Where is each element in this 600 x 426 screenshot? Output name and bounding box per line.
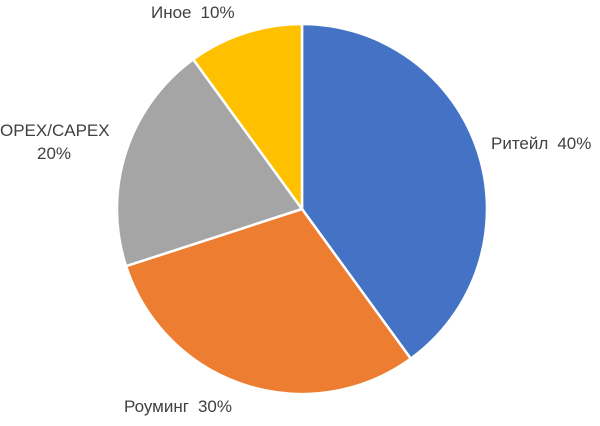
slice-pct: 40% — [557, 134, 592, 153]
slice-pct: 20% — [36, 144, 72, 163]
slice-name: OPEX/CAPEX — [0, 121, 110, 140]
pie-label-riteil: Ритейл 40% — [491, 133, 591, 154]
pie-slice-2 — [115, 58, 304, 268]
pie-slice-1 — [124, 207, 412, 396]
slice-pct: 30% — [197, 397, 232, 416]
slice-name: Ритейл — [491, 134, 549, 153]
slice-pct: 10% — [200, 3, 235, 22]
pie-label-inoe: Иное 10% — [151, 2, 235, 23]
pie-slice-0 — [300, 22, 489, 360]
slice-name: Роуминг — [124, 397, 189, 416]
pie-label-rouming: Роуминг 30% — [124, 396, 232, 417]
pie-slice-3 — [192, 22, 304, 211]
pie-label-opex-capex: OPEX/CAPEX 20% — [0, 119, 110, 165]
slice-name: Иное — [151, 3, 192, 22]
